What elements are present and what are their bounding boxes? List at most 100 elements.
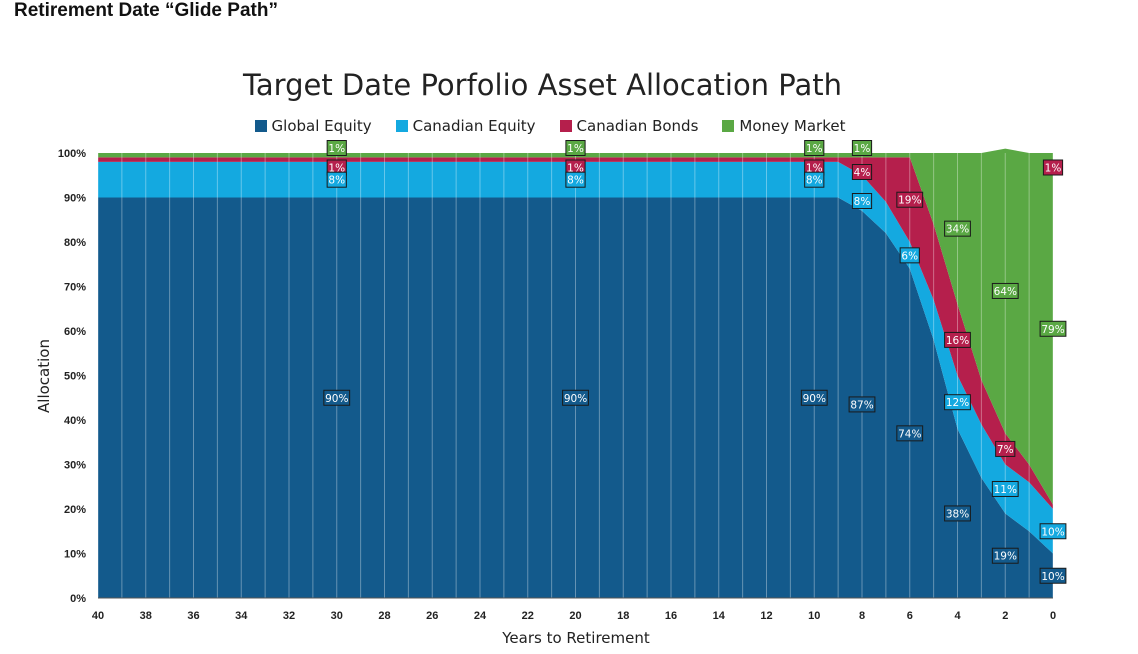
- x-tick-label: 16: [665, 610, 677, 622]
- svg-text:1%: 1%: [328, 163, 345, 175]
- data-label: 38%: [944, 505, 971, 522]
- svg-text:34%: 34%: [946, 224, 969, 236]
- x-tick-label: 10: [808, 610, 820, 622]
- x-tick-label: 30: [331, 610, 343, 622]
- legend-swatch: [254, 120, 267, 132]
- x-axis: 40 38 36 34 32 30 28 26 24 22 20 18 16 14 12 10 8 6 4 2 0: [92, 610, 1056, 622]
- svg-text:1%: 1%: [1045, 163, 1062, 175]
- y-tick-label: 20%: [64, 504, 86, 516]
- svg-text:7%: 7%: [997, 444, 1014, 456]
- svg-text:16%: 16%: [946, 335, 969, 347]
- x-axis-title: Years to Retirement: [501, 629, 650, 647]
- data-label: 1%: [326, 159, 347, 176]
- x-tick-label: 26: [426, 610, 438, 622]
- page-heading: Retirement Date “Glide Path”: [14, 0, 278, 21]
- svg-text:1%: 1%: [806, 163, 823, 175]
- svg-text:79%: 79%: [1041, 324, 1064, 336]
- data-label: 90%: [562, 389, 589, 406]
- svg-text:10%: 10%: [1041, 571, 1064, 583]
- svg-text:87%: 87%: [850, 399, 873, 411]
- legend-label: Canadian Bonds: [576, 117, 699, 135]
- svg-text:74%: 74%: [898, 428, 921, 440]
- data-label: 90%: [323, 389, 351, 406]
- x-tick-label: 20: [569, 610, 581, 622]
- svg-text:1%: 1%: [567, 143, 584, 155]
- legend-item-global-equity: Global Equity: [254, 117, 372, 135]
- svg-text:8%: 8%: [567, 175, 584, 187]
- legend-label: Canadian Equity: [412, 117, 536, 135]
- svg-text:19%: 19%: [994, 551, 1017, 563]
- data-label: 1%: [804, 140, 825, 156]
- chart-title: Target Date Porfolio Asset Allocation Pa…: [243, 68, 842, 102]
- data-label: 10%: [1039, 567, 1067, 584]
- svg-text:1%: 1%: [567, 163, 584, 175]
- x-tick-label: 12: [760, 610, 772, 622]
- data-label: 64%: [991, 282, 1019, 299]
- x-tick-label: 24: [474, 610, 487, 622]
- x-tick-label: 34: [235, 610, 248, 622]
- y-tick-label: 70%: [64, 282, 86, 294]
- x-tick-label: 18: [617, 610, 629, 622]
- x-tick-label: 4: [954, 610, 961, 622]
- data-label: 90%: [800, 389, 828, 406]
- data-label: 7%: [995, 440, 1016, 457]
- area-money-market: [98, 148, 1053, 505]
- x-tick-label: 36: [187, 610, 199, 622]
- chart-legend: Global Equity Canadian Equity Canadian B…: [0, 117, 1100, 135]
- y-tick-label: 60%: [64, 326, 86, 338]
- data-label: 8%: [804, 171, 825, 188]
- svg-text:90%: 90%: [325, 393, 348, 405]
- svg-text:8%: 8%: [806, 175, 823, 187]
- data-label: 74%: [896, 425, 924, 442]
- svg-text:8%: 8%: [328, 175, 345, 187]
- x-tick-label: 28: [378, 610, 390, 622]
- data-label: 79%: [1039, 320, 1067, 337]
- y-tick-label: 100%: [58, 148, 86, 160]
- data-label: 34%: [944, 220, 971, 237]
- data-label: 10%: [1039, 523, 1067, 540]
- data-label: 8%: [565, 171, 586, 188]
- y-tick-label: 0%: [70, 593, 86, 605]
- x-tick-label: 2: [1002, 610, 1008, 622]
- data-label: 8%: [851, 193, 873, 209]
- svg-text:8%: 8%: [854, 196, 871, 208]
- legend-item-canadian-bonds: Canadian Bonds: [559, 117, 699, 135]
- data-label: 1%: [804, 159, 825, 176]
- data-label: 16%: [944, 331, 971, 348]
- svg-text:1%: 1%: [854, 143, 871, 155]
- legend-swatch: [395, 120, 408, 132]
- svg-text:12%: 12%: [946, 397, 969, 409]
- svg-text:1%: 1%: [328, 143, 345, 155]
- data-label: 87%: [848, 396, 876, 413]
- svg-text:11%: 11%: [994, 484, 1017, 496]
- data-label: 1%: [1042, 159, 1064, 176]
- y-tick-label: 90%: [64, 193, 86, 205]
- svg-text:4%: 4%: [854, 167, 871, 179]
- x-tick-label: 8: [859, 610, 865, 622]
- data-label: 4%: [851, 164, 873, 180]
- data-label: 19%: [896, 191, 924, 208]
- svg-text:1%: 1%: [806, 143, 823, 155]
- data-label: 12%: [944, 394, 971, 411]
- x-tick-label: 22: [522, 610, 534, 622]
- y-tick-label: 40%: [64, 415, 86, 427]
- svg-text:90%: 90%: [803, 393, 826, 405]
- legend-label: Money Market: [739, 117, 846, 135]
- y-tick-label: 50%: [64, 371, 86, 383]
- data-label: 1%: [565, 140, 586, 156]
- x-tick-label: 32: [283, 610, 295, 622]
- y-tick-label: 80%: [64, 237, 86, 249]
- legend-item-money-market: Money Market: [722, 117, 845, 135]
- svg-text:10%: 10%: [1041, 526, 1064, 538]
- x-tick-label: 0: [1050, 610, 1056, 622]
- y-tick-label: 30%: [64, 460, 86, 472]
- x-tick-label: 38: [140, 610, 152, 622]
- x-tick-label: 14: [713, 610, 726, 622]
- data-label: 11%: [991, 480, 1019, 497]
- legend-swatch: [722, 120, 735, 132]
- svg-text:19%: 19%: [898, 195, 921, 207]
- y-axis-title: Allocation: [35, 339, 53, 413]
- data-label: 1%: [326, 140, 347, 156]
- x-tick-label: 6: [907, 610, 913, 622]
- svg-text:38%: 38%: [946, 508, 969, 520]
